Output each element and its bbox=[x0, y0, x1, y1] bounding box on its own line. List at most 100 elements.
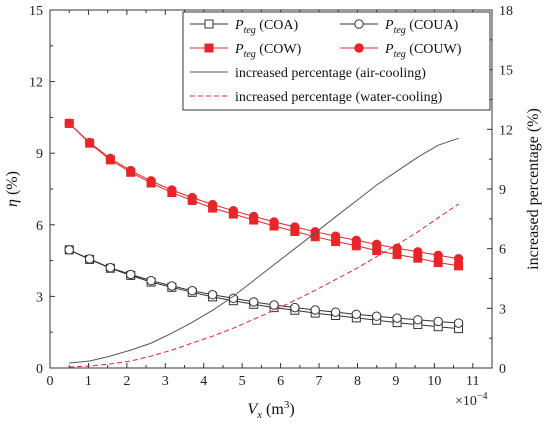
legend-item: increased percentage (air-cooling) bbox=[190, 66, 426, 81]
legend-symbol: P bbox=[384, 18, 394, 33]
legend-item: Pteg (COUW) bbox=[340, 42, 462, 60]
left-y-axis-label: η (%) bbox=[4, 171, 21, 207]
x-axis-label: Vx (m3) bbox=[247, 399, 294, 421]
right-y-tick-label: 18 bbox=[499, 4, 513, 19]
data-point bbox=[269, 217, 279, 227]
legend-item: Pteg (COW) bbox=[190, 42, 302, 60]
legend-label: Pteg (COUA) bbox=[384, 18, 459, 36]
left-y-tick-label: 0 bbox=[36, 362, 43, 377]
left-y-axis-label-unit: (%) bbox=[4, 171, 21, 199]
x-axis-label-close: ) bbox=[289, 401, 294, 418]
left-y-tick-label: 3 bbox=[36, 290, 43, 305]
right-y-tick-label: 0 bbox=[499, 362, 506, 377]
x-tick-label: 9 bbox=[392, 374, 399, 389]
legend-symbol: P bbox=[234, 18, 244, 33]
left-y-tick-label: 9 bbox=[36, 147, 43, 162]
left-y-tick-label: 12 bbox=[29, 76, 43, 91]
data-point bbox=[351, 235, 362, 246]
data-point bbox=[64, 118, 74, 129]
right-y-tick-label: 6 bbox=[499, 243, 506, 258]
data-point bbox=[84, 254, 95, 264]
left-y-tick-label: 15 bbox=[29, 4, 43, 19]
left-y-axis-label-symbol: η bbox=[4, 199, 21, 207]
x-axis-multiplier: ×10−4 bbox=[455, 391, 488, 409]
x-tick-label: 2 bbox=[123, 374, 130, 389]
legend-item: Pteg (COUA) bbox=[340, 18, 459, 36]
x-tick-label: 3 bbox=[162, 374, 169, 389]
data-point bbox=[207, 290, 218, 300]
data-point bbox=[126, 165, 136, 176]
legend: Pteg (COA) Pteg (COUA)Pteg (COW) Pteg (COU… bbox=[182, 11, 491, 111]
legend-text: (COA) bbox=[256, 18, 299, 33]
data-point bbox=[167, 281, 177, 291]
series bbox=[64, 245, 464, 328]
data-point bbox=[453, 253, 464, 264]
series-line bbox=[68, 123, 459, 260]
data-point bbox=[126, 269, 136, 280]
data-point bbox=[146, 176, 156, 186]
x-tick-label: 4 bbox=[200, 374, 207, 389]
data-point bbox=[269, 300, 279, 310]
data-point bbox=[453, 318, 464, 328]
x-tick-label: 0 bbox=[47, 374, 54, 389]
left-y-tick-label: 6 bbox=[36, 219, 43, 234]
series bbox=[69, 137, 459, 364]
data-point bbox=[351, 309, 362, 319]
data-point bbox=[167, 185, 177, 195]
x-tick-label: 8 bbox=[354, 374, 361, 389]
legend-symbol: P bbox=[384, 42, 394, 57]
data-point bbox=[354, 43, 364, 53]
x-tick-label: 6 bbox=[277, 374, 284, 389]
data-point bbox=[105, 153, 116, 164]
data-point bbox=[433, 250, 443, 261]
data-point bbox=[330, 307, 341, 317]
data-point bbox=[310, 305, 320, 315]
series bbox=[64, 245, 464, 334]
series bbox=[64, 118, 464, 271]
legend-subscript: teg bbox=[394, 49, 406, 60]
x-axis-multiplier-base: ×10 bbox=[455, 394, 477, 409]
data-point bbox=[392, 313, 402, 323]
legend-label: increased percentage (water-cooling) bbox=[235, 90, 443, 105]
legend-label: Pteg (COA) bbox=[234, 18, 299, 36]
data-point bbox=[371, 311, 382, 321]
right-y-axis-label: increased percentage (%) bbox=[525, 108, 542, 270]
x-tick-label: 7 bbox=[316, 374, 323, 389]
legend-text: (COUA) bbox=[406, 18, 459, 33]
x-tick-label: 11 bbox=[466, 374, 479, 389]
data-point bbox=[204, 19, 214, 29]
data-point bbox=[204, 43, 214, 53]
legend-text: (COW) bbox=[256, 42, 302, 57]
data-point bbox=[433, 316, 443, 327]
series-line bbox=[69, 137, 459, 364]
data-point bbox=[371, 239, 382, 250]
data-point bbox=[146, 275, 156, 286]
legend-label: Pteg (COUW) bbox=[384, 42, 462, 60]
x-axis-label-unit-exponent: 3 bbox=[284, 399, 290, 411]
data-point bbox=[249, 211, 259, 222]
x-axis-label-symbol: V bbox=[247, 401, 259, 418]
x-tick-label: 5 bbox=[239, 374, 246, 389]
legend-item: Pteg (COA) bbox=[190, 18, 299, 36]
legend-subscript: teg bbox=[394, 25, 406, 36]
series bbox=[64, 118, 464, 264]
data-point bbox=[354, 19, 364, 29]
data-point bbox=[207, 199, 218, 210]
data-point bbox=[105, 263, 116, 273]
x-axis-label-subscript: x bbox=[256, 409, 262, 421]
data-point bbox=[228, 293, 239, 304]
series-line bbox=[69, 203, 459, 368]
right-y-tick-label: 15 bbox=[499, 64, 513, 79]
right-y-tick-label: 3 bbox=[499, 302, 506, 317]
legend-label: increased percentage (air-cooling) bbox=[235, 66, 426, 81]
data-point bbox=[187, 285, 197, 296]
x-axis-label-unit: (m bbox=[262, 401, 284, 418]
data-point bbox=[413, 315, 423, 325]
right-y-tick-label: 9 bbox=[499, 183, 506, 198]
data-point bbox=[249, 297, 259, 307]
data-point bbox=[290, 302, 300, 313]
data-point bbox=[64, 245, 74, 255]
data-point bbox=[187, 192, 197, 203]
legend-label: Pteg (COW) bbox=[234, 42, 302, 60]
